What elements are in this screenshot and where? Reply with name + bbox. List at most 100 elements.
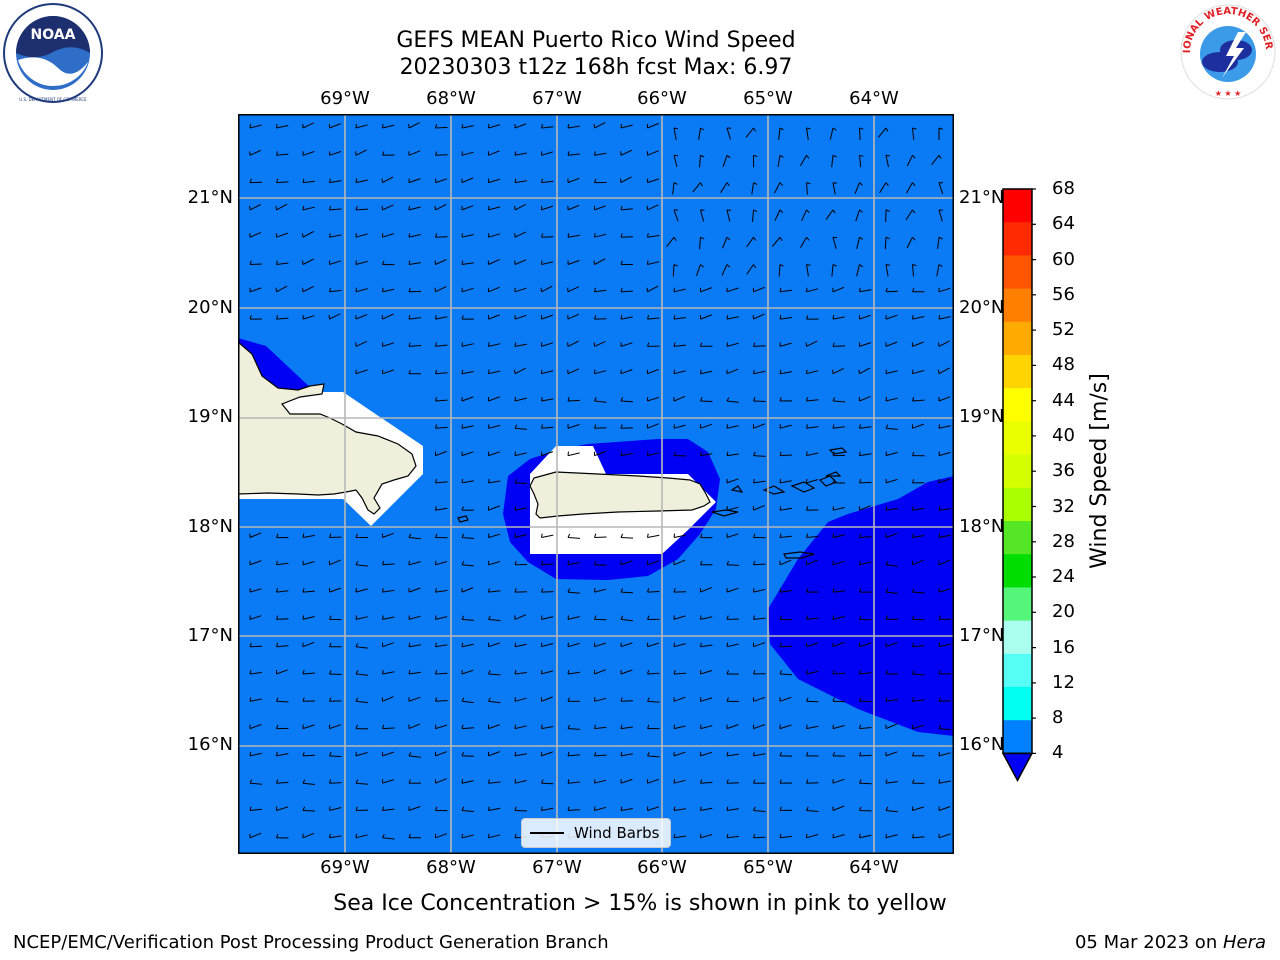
wind-barb-feather xyxy=(806,209,810,214)
wind-barb xyxy=(885,751,898,757)
wind-barb-feather xyxy=(249,669,252,675)
wind-barb-feather xyxy=(753,236,757,241)
wind-barb xyxy=(461,810,475,812)
wind-barb xyxy=(382,779,395,784)
wind-barb xyxy=(355,149,367,156)
wind-barb xyxy=(488,206,501,211)
wind-barb xyxy=(408,671,421,675)
wind-barb-feather xyxy=(435,670,438,675)
wind-barb xyxy=(779,645,793,648)
wind-barb-feather xyxy=(620,315,623,320)
wind-barb-feather xyxy=(859,424,861,429)
wind-barb-feather xyxy=(461,506,464,511)
wind-barb-feather xyxy=(912,209,916,214)
wind-barb xyxy=(753,423,765,429)
wind-barb-feather xyxy=(435,642,437,647)
wind-barb xyxy=(541,726,554,730)
wind-barb-feather xyxy=(753,670,756,675)
wind-barb xyxy=(435,344,448,347)
colorbar-tick-label: 52 xyxy=(1052,319,1075,341)
colorbar-tick-label: 28 xyxy=(1052,530,1075,552)
wind-barb xyxy=(885,314,898,320)
wind-barb xyxy=(594,340,606,347)
wind-barb xyxy=(488,673,501,676)
wind-barb xyxy=(461,396,474,402)
wind-barb xyxy=(829,127,834,140)
wind-barb-feather xyxy=(859,478,862,484)
wind-barb xyxy=(700,751,713,757)
wind-barb xyxy=(620,537,634,539)
wind-barb-feather xyxy=(488,369,490,374)
wind-barb xyxy=(488,233,501,238)
wind-barb-feather xyxy=(912,127,917,130)
wind-barb xyxy=(541,534,554,538)
wind-barb xyxy=(726,587,739,593)
wind-barb-feather xyxy=(435,806,438,811)
wind-barb xyxy=(722,155,728,167)
wind-barb xyxy=(885,155,889,168)
wind-barb-feather xyxy=(620,205,623,211)
wind-barb xyxy=(726,506,739,511)
wind-barb xyxy=(488,505,500,511)
wind-barb xyxy=(700,423,712,429)
colorbar-tick-label: 12 xyxy=(1052,671,1075,693)
wind-barb xyxy=(382,751,395,757)
wind-barb xyxy=(753,345,766,347)
wind-barb xyxy=(514,287,527,293)
wind-barb-feather xyxy=(567,806,570,811)
wind-barb-feather xyxy=(832,154,837,158)
wind-barb xyxy=(355,288,368,293)
wind-barb xyxy=(567,562,580,566)
wind-barb-feather xyxy=(806,264,811,266)
wind-barb-feather xyxy=(858,369,860,374)
wind-barb xyxy=(514,482,528,484)
wind-barb xyxy=(832,778,845,784)
wind-barb xyxy=(885,699,898,702)
wind-barb-feather xyxy=(673,236,677,241)
wind-barb-feather xyxy=(461,806,465,811)
wind-barb-feather xyxy=(567,779,570,784)
wind-barb xyxy=(673,317,686,320)
wind-barb-feather xyxy=(779,315,782,320)
wind-barb-feather xyxy=(885,154,891,157)
wind-barb-feather xyxy=(726,397,730,402)
wind-barb xyxy=(488,724,500,730)
pr-land xyxy=(529,471,711,519)
wind-barb xyxy=(488,590,501,593)
wind-barb xyxy=(620,290,634,293)
wind-barb xyxy=(673,643,686,648)
wind-barb-feather xyxy=(912,506,914,511)
wind-barb-feather xyxy=(673,287,675,292)
wind-barb xyxy=(382,532,394,538)
wind-barb-feather xyxy=(488,779,490,784)
wind-barb-feather xyxy=(329,615,332,620)
wind-barb xyxy=(488,451,501,457)
colorbar-bin xyxy=(1003,189,1032,223)
map-frame xyxy=(238,114,954,854)
wind-barb-feather xyxy=(435,506,437,511)
wind-barb xyxy=(276,618,289,620)
wind-barb xyxy=(408,644,421,648)
wind-barb xyxy=(726,724,739,730)
wind-barb xyxy=(302,285,314,293)
wind-barb-feather xyxy=(700,127,705,131)
wind-barb-feather xyxy=(382,151,385,156)
wind-barb xyxy=(831,155,834,168)
wind-barb-feather xyxy=(355,670,359,675)
wind-barb xyxy=(753,810,766,813)
wind-barb xyxy=(806,642,819,648)
wind-barb xyxy=(912,370,925,375)
wind-barb xyxy=(912,806,925,811)
wind-barb xyxy=(276,232,288,238)
wind-barb-feather xyxy=(276,724,279,729)
colorbar-bin xyxy=(1003,487,1032,522)
wind-barb-feather xyxy=(938,533,941,538)
wind-barb xyxy=(302,724,315,730)
wind-barb xyxy=(726,643,739,648)
wind-barb-feather xyxy=(700,724,702,729)
wind-barb xyxy=(408,696,421,702)
wind-barb-feather xyxy=(726,697,729,702)
wind-barb xyxy=(806,810,819,812)
wind-barb-feather xyxy=(275,205,277,210)
wind-barb-feather xyxy=(647,533,649,538)
